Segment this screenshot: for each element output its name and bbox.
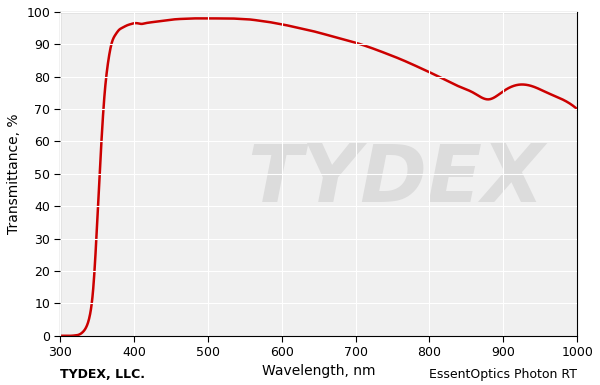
Text: TYDEX, LLC.: TYDEX, LLC. bbox=[60, 368, 145, 381]
Y-axis label: Transmittance, %: Transmittance, % bbox=[7, 114, 21, 234]
Text: TYDEX: TYDEX bbox=[248, 141, 545, 219]
X-axis label: Wavelength, nm: Wavelength, nm bbox=[262, 364, 376, 378]
Text: EssentOptics Photon RT: EssentOptics Photon RT bbox=[429, 368, 577, 381]
